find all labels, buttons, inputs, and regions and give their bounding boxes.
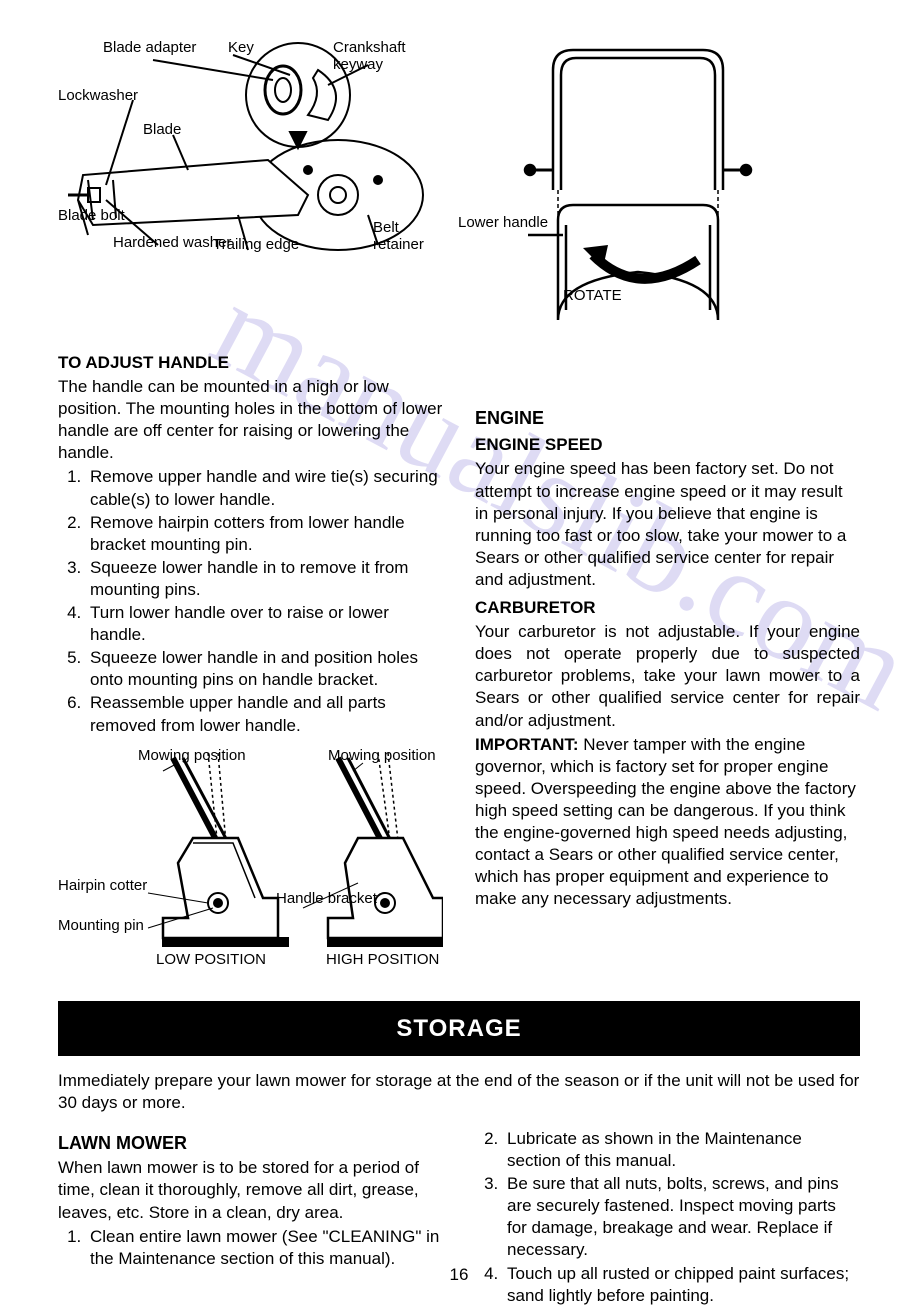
label-rotate: ROTATE bbox=[563, 288, 622, 305]
list-item: Turn lower handle over to raise or lower… bbox=[86, 602, 443, 646]
left-column: TO ADJUST HANDLE The handle can be mount… bbox=[58, 348, 443, 983]
label-high-position: HIGH POSITION bbox=[326, 952, 439, 969]
figure-handle-rotate: Lower handle ROTATE bbox=[458, 40, 828, 340]
list-item: Squeeze lower handle in to remove it fro… bbox=[86, 557, 443, 601]
main-columns: TO ADJUST HANDLE The handle can be mount… bbox=[58, 348, 860, 983]
figure-handle-positions: Mowing position Mowing position Hairpin … bbox=[58, 743, 443, 983]
bottom-left-column: LAWN MOWER When lawn mower is to be stor… bbox=[58, 1128, 443, 1308]
bottom-right-column: Lubricate as shown in the Maintenance se… bbox=[475, 1128, 860, 1308]
heading-engine-speed: ENGINE SPEED bbox=[475, 434, 860, 456]
adjust-handle-steps: Remove upper handle and wire tie(s) secu… bbox=[58, 466, 443, 736]
storage-intro: Immediately prepare your lawn mower for … bbox=[58, 1070, 860, 1114]
list-item: Reassemble upper handle and all parts re… bbox=[86, 692, 443, 736]
label-hairpin-cotter: Hairpin cotter bbox=[58, 878, 147, 895]
carburetor-text: Your carburetor is not adjustable. If yo… bbox=[475, 621, 860, 731]
label-mowing-position-left: Mowing position bbox=[138, 748, 246, 765]
list-item: Remove upper handle and wire tie(s) secu… bbox=[86, 466, 443, 510]
label-trailing-edge: Trailing edge bbox=[213, 237, 299, 254]
storage-steps-left: Clean entire lawn mower (See "CLEANING" … bbox=[58, 1226, 443, 1270]
label-blade: Blade bbox=[143, 122, 181, 139]
storage-steps-right: Lubricate as shown in the Maintenance se… bbox=[475, 1128, 860, 1307]
list-item: Touch up all rusted or chipped paint sur… bbox=[503, 1263, 860, 1307]
label-belt-retainer: Belt retainer bbox=[373, 220, 428, 253]
label-blade-bolt: Blade bolt bbox=[58, 208, 125, 225]
list-item: Be sure that all nuts, bolts, screws, an… bbox=[503, 1173, 860, 1261]
list-item: Lubricate as shown in the Maintenance se… bbox=[503, 1128, 860, 1172]
list-item: Remove hairpin cotters from lower handle… bbox=[86, 512, 443, 556]
page-number: 16 bbox=[450, 1264, 469, 1286]
storage-banner: STORAGE bbox=[58, 1001, 860, 1056]
label-handle-bracket: Handle bracket bbox=[276, 891, 377, 908]
label-crankshaft-keyway: Crankshaft keyway bbox=[333, 40, 428, 73]
heading-adjust-handle: TO ADJUST HANDLE bbox=[58, 352, 443, 374]
right-column: ENGINE ENGINE SPEED Your engine speed ha… bbox=[475, 348, 860, 983]
list-item: Squeeze lower handle in and position hol… bbox=[86, 647, 443, 691]
label-low-position: LOW POSITION bbox=[156, 952, 266, 969]
important-text: Never tamper with the engine governor, w… bbox=[475, 735, 856, 909]
label-lower-handle: Lower handle bbox=[458, 215, 548, 232]
label-lockwasher: Lockwasher bbox=[58, 88, 138, 105]
label-mounting-pin: Mounting pin bbox=[58, 918, 144, 935]
label-blade-adapter: Blade adapter bbox=[103, 40, 196, 57]
carburetor-important: IMPORTANT: Never tamper with the engine … bbox=[475, 734, 860, 911]
heading-lawn-mower: LAWN MOWER bbox=[58, 1132, 443, 1155]
engine-speed-text: Your engine speed has been factory set. … bbox=[475, 458, 860, 591]
top-figures-row: Blade adapter Key Crankshaft keyway Lock… bbox=[58, 40, 860, 340]
lawn-mower-intro: When lawn mower is to be stored for a pe… bbox=[58, 1157, 443, 1223]
label-mowing-position-right: Mowing position bbox=[328, 748, 436, 765]
label-key: Key bbox=[228, 40, 254, 57]
important-label: IMPORTANT: bbox=[475, 735, 579, 754]
heading-carburetor: CARBURETOR bbox=[475, 597, 860, 619]
figure-blade-assembly: Blade adapter Key Crankshaft keyway Lock… bbox=[58, 40, 428, 255]
list-item: Clean entire lawn mower (See "CLEANING" … bbox=[86, 1226, 443, 1270]
heading-engine: ENGINE bbox=[475, 407, 860, 430]
adjust-handle-intro: The handle can be mounted in a high or l… bbox=[58, 376, 443, 464]
